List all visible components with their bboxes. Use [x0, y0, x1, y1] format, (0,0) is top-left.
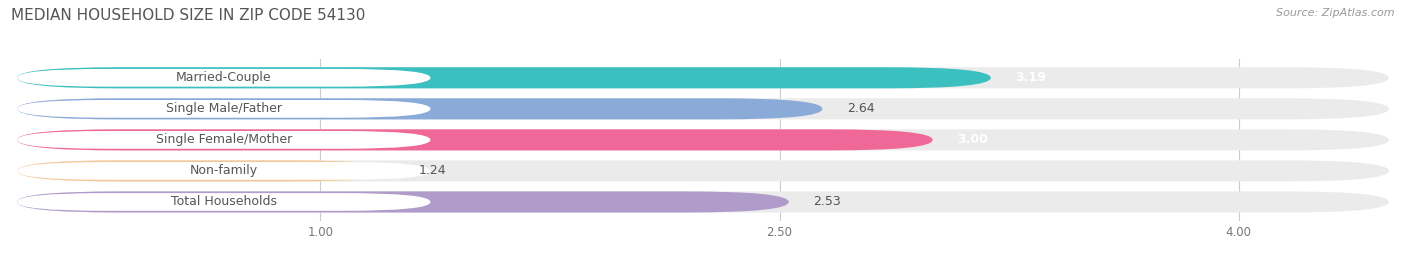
- FancyBboxPatch shape: [17, 131, 430, 149]
- Text: Single Male/Father: Single Male/Father: [166, 102, 281, 115]
- Text: 1.24: 1.24: [418, 164, 446, 178]
- FancyBboxPatch shape: [17, 193, 430, 211]
- FancyBboxPatch shape: [17, 98, 823, 119]
- Text: 2.53: 2.53: [813, 196, 841, 208]
- Text: Non-family: Non-family: [190, 164, 257, 178]
- FancyBboxPatch shape: [17, 160, 394, 182]
- FancyBboxPatch shape: [17, 192, 1389, 213]
- Text: MEDIAN HOUSEHOLD SIZE IN ZIP CODE 54130: MEDIAN HOUSEHOLD SIZE IN ZIP CODE 54130: [11, 8, 366, 23]
- Text: 3.00: 3.00: [957, 133, 988, 146]
- Text: 3.19: 3.19: [1015, 71, 1046, 84]
- FancyBboxPatch shape: [17, 98, 1389, 119]
- FancyBboxPatch shape: [17, 100, 430, 118]
- FancyBboxPatch shape: [17, 160, 1389, 182]
- Text: Total Households: Total Households: [170, 196, 277, 208]
- FancyBboxPatch shape: [17, 192, 789, 213]
- Text: Source: ZipAtlas.com: Source: ZipAtlas.com: [1277, 8, 1395, 18]
- FancyBboxPatch shape: [17, 69, 430, 87]
- FancyBboxPatch shape: [17, 162, 430, 180]
- Text: Married-Couple: Married-Couple: [176, 71, 271, 84]
- FancyBboxPatch shape: [17, 129, 932, 150]
- Text: Single Female/Mother: Single Female/Mother: [156, 133, 292, 146]
- FancyBboxPatch shape: [17, 67, 991, 88]
- Text: 2.64: 2.64: [846, 102, 875, 115]
- FancyBboxPatch shape: [17, 129, 1389, 150]
- FancyBboxPatch shape: [17, 67, 1389, 88]
